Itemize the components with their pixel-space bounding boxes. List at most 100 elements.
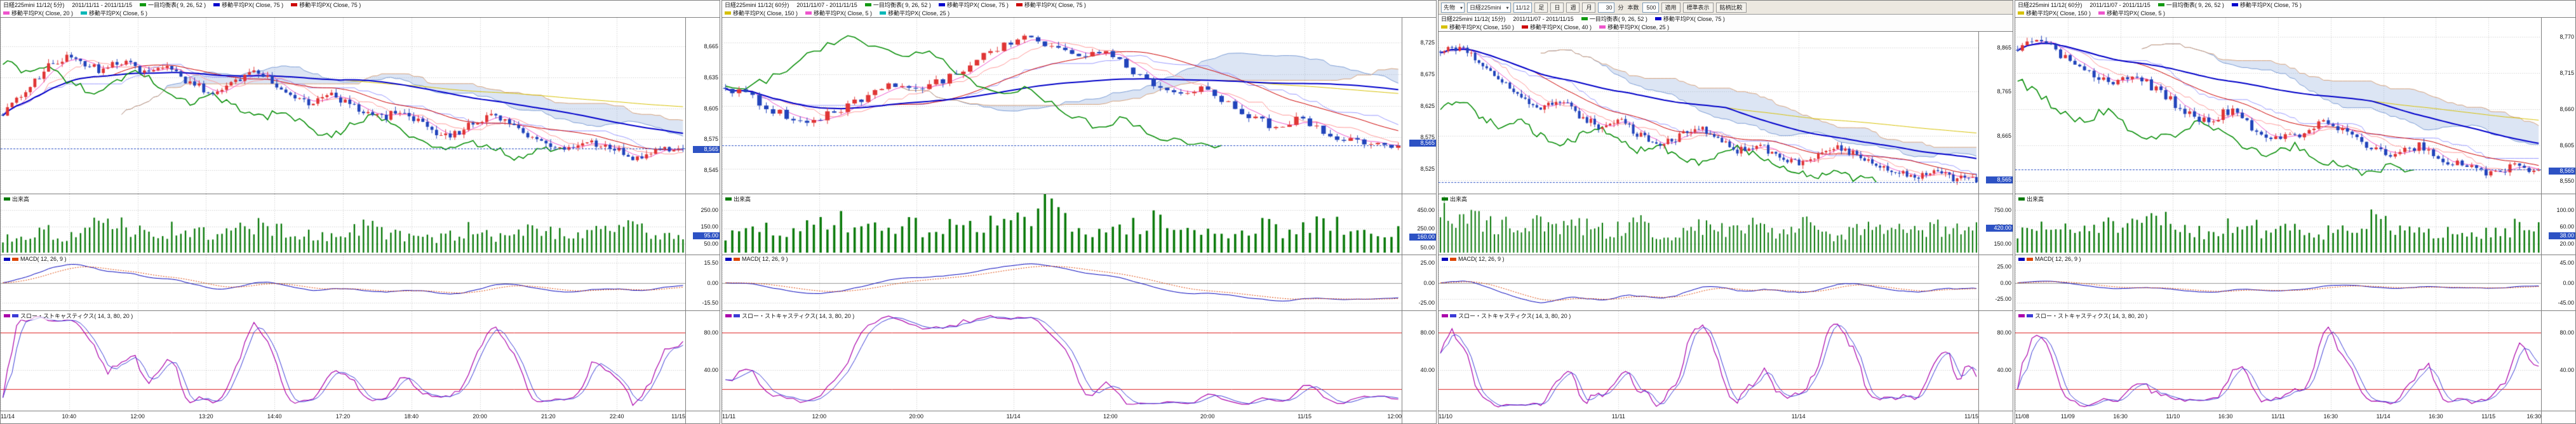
macd-plot [1,255,685,310]
section-title-macd: MACD( 12, 26, 9 ) [2017,256,2083,262]
stochastics-chart-canvas[interactable] [722,311,1402,411]
stochastics-axis: 80.00 40.00 [1402,311,1436,411]
legend-swatch [1522,25,1529,29]
axis-tick-label: 0.00 [2563,279,2574,286]
time-axis-spacer [1402,411,1436,423]
price-plot [1439,32,1978,194]
time-tick-label: 11/09 [2060,413,2075,420]
market-select[interactable]: 先物 [1441,2,1465,13]
axis-tick-label: 80.00 [704,329,718,336]
time-tick-label: 12:00 [812,413,827,420]
time-axis: 11/10 11/11 11/14 11/15 [1439,411,2013,423]
macd-axis: 15.50 0.00 -15.50 [685,255,720,310]
section-title-text: MACD( 12, 26, 9 ) [20,256,67,262]
price-chart-canvas[interactable] [1,18,685,194]
macd-plot [722,255,1402,310]
bar-count-input[interactable]: 500 [1642,2,1659,13]
stochastics-chart-canvas[interactable] [1439,311,1978,411]
volume-chart-canvas[interactable] [722,194,1402,255]
time-tick-label: 14:40 [267,413,282,420]
time-tick-label: 16:30 [2218,413,2233,420]
legend-item-text: 移動平均PX( Close, 75 ) [946,2,1009,8]
section-legend-swatch [734,257,740,261]
minutes-input[interactable]: 30 [1598,2,1615,13]
section-title-volume: 出来高 [1440,195,1469,203]
compare-button[interactable]: 銘柄比較 [1715,2,1747,13]
section-legend-swatch [2027,314,2033,317]
section-legend-swatch [4,314,10,317]
legend-item: 移動平均PX( Close, 25 ) [1599,23,1669,31]
section-legend-swatch [4,257,10,261]
price-chart-canvas[interactable] [2015,18,2541,194]
date-range-label-text: 2011/11/07 - 2011/11/15 [1513,15,1574,22]
axis-tick-label: -45.00 [2558,300,2574,307]
time-tick-label: 20:00 [909,413,923,420]
volume-axis: 95.00 250.00 150.00 50.00 [685,194,720,255]
stochastics-plot [1439,311,1978,411]
price-plot [1,18,685,194]
weekly-button[interactable]: 週 [1566,2,1580,13]
bar-type-button[interactable]: 足 [1534,2,1548,13]
price-chart-canvas[interactable] [722,18,1402,194]
axis-tick-label: 40.00 [704,367,718,374]
legend-item-text: 移動平均PX( Close, 5 ) [2107,10,2166,17]
axis-tick-label: 8,550 [2559,178,2574,185]
section-title-macd: MACD( 12, 26, 9 ) [724,256,789,262]
legend-item: 移動平均PX( Close, 150 ) [1441,23,1514,31]
volume-chart-canvas[interactable] [1439,194,1978,255]
stochastics-plot [1,311,685,411]
volume-plot [1,194,685,255]
section-title-stochastics: スロー・ストキャスティクス( 14, 3, 80, 20 ) [3,312,135,320]
section-legend-swatch [1442,197,1448,201]
date-range-label-text: 2011/11/11 - 2011/11/15 [72,1,133,8]
apply-button[interactable]: 適用 [1661,2,1680,13]
time-axis-spacer [685,411,720,423]
daily-button[interactable]: 日 [1550,2,1564,13]
date-input[interactable]: 11/12 [1513,2,1533,13]
price-section: 8,565 8,770 8,715 8,660 8,605 8,550 [2015,17,2575,194]
legend-item: 一目均衡表( 9, 26, 52 ) [864,1,931,9]
time-axis-labels: 11/11 12:00 20:00 11/14 12:00 20:00 11/15 12:00 [722,411,1402,423]
volume-badge: 160.00 [1409,233,1436,241]
legend-swatch [213,3,220,6]
minutes-unit-label: 分 [1618,4,1624,11]
macd-chart-canvas[interactable] [1439,255,1978,310]
axis-tick-label: 0.00 [2000,279,2011,286]
volume-chart-canvas[interactable] [2015,194,2541,255]
instrument-label-text: 日経225mini 11/12( 60分) [725,2,789,8]
macd-chart-canvas[interactable] [722,255,1402,310]
volume-axis: 160.00 450.00 250.00 50.00 [1402,194,1436,255]
time-tick-label: 12:00 [1387,413,1402,420]
stochastics-axis: 80.00 40.00 [1978,311,2013,411]
volume-badge: 38.00 [2549,232,2575,239]
section-legend-swatch [734,314,740,317]
date-range-label-text: 2011/11/07 - 2011/11/15 [796,1,857,8]
macd-chart-canvas[interactable] [2015,255,2541,310]
time-tick-label: 11/15 [2481,413,2496,420]
monthly-button[interactable]: 月 [1582,2,1596,13]
panel-header-line2: 移動平均PX( Close, 150 ) 移動平均PX( Close, 40 ) 移… [1439,23,2013,31]
price-section: 8,565 8,725 8,675 8,625 8,575 8,525 [722,17,1436,194]
price-axis: 8,565 8,665 8,635 8,605 8,575 8,545 [685,18,720,194]
time-tick-label: 11/11 [2271,413,2285,420]
legend-item: 移動平均PX( Close, 5 ) [81,9,147,17]
price-chart-canvas[interactable] [1439,32,1978,194]
legend-item-text: 移動平均PX( Close, 150 ) [733,10,798,17]
volume-axis: 38.00 100.00 60.00 20.00 [2541,194,2575,255]
default-view-button[interactable]: 標準表示 [1682,2,1714,13]
axis-tick-label: 0.00 [1423,279,1435,286]
axis-tick-label: 40.00 [2559,367,2574,374]
stochastics-chart-canvas[interactable] [1,311,685,411]
time-tick-label: 13:20 [199,413,213,420]
stochastics-chart-canvas[interactable] [2015,311,2541,411]
macd-section: MACD( 12, 26, 9 ) 15.50 0.00 -15.50 [1,255,720,310]
axis-tick-label: 150.00 [701,223,718,230]
legend-swatch [1581,17,1588,20]
symbol-select[interactable]: 日経225mini [1467,2,1511,13]
legend-item-text: 移動平均PX( Close, 5 ) [89,10,148,17]
volume-chart-canvas[interactable] [1,194,685,255]
time-tick-label: 16:30 [2526,413,2541,420]
time-tick-label: 11/11 [722,413,736,420]
macd-chart-canvas[interactable] [1,255,685,310]
